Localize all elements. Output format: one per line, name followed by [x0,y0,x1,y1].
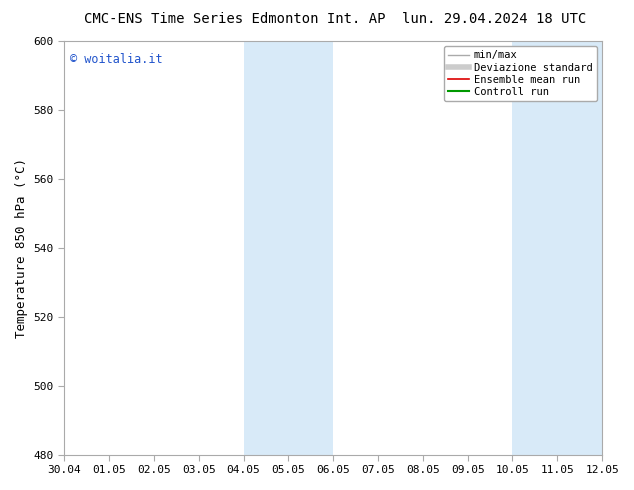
Legend: min/max, Deviazione standard, Ensemble mean run, Controll run: min/max, Deviazione standard, Ensemble m… [444,46,597,101]
Text: © woitalia.it: © woitalia.it [70,53,162,67]
Text: CMC-ENS Time Series Edmonton Int. AP: CMC-ENS Time Series Edmonton Int. AP [84,12,385,26]
Y-axis label: Temperature 850 hPa (°C): Temperature 850 hPa (°C) [15,158,28,338]
Bar [512,41,602,455]
Bar [243,41,333,455]
Text: lun. 29.04.2024 18 UTC: lun. 29.04.2024 18 UTC [403,12,586,26]
